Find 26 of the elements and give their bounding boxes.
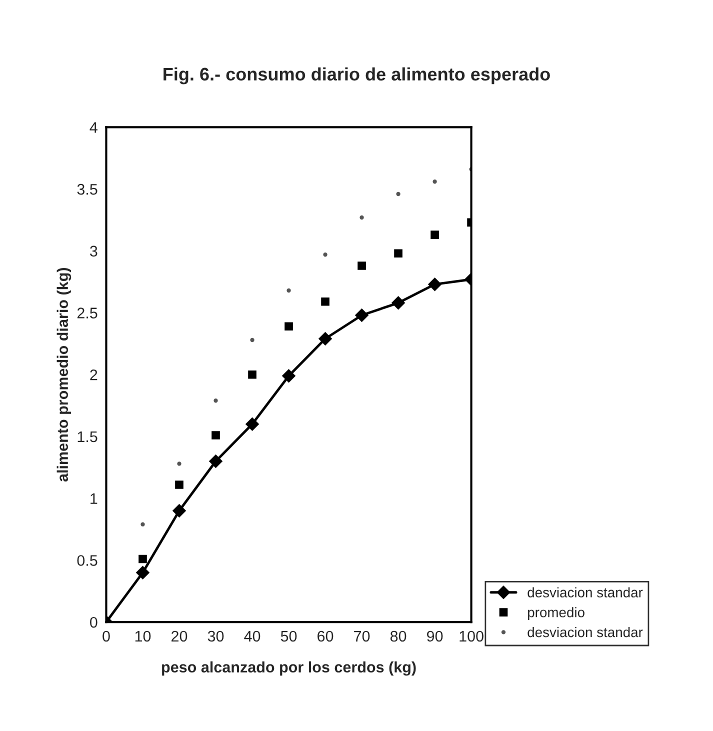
y-tick-label: 3.5 — [77, 184, 98, 195]
y-tick-label: 3 — [90, 246, 98, 257]
legend-label: promedio — [528, 607, 584, 620]
y-tick-label: 2.5 — [77, 308, 98, 318]
x-axis-title: peso alcanzado por los cerdos (kg) — [162, 661, 416, 676]
chart-title: Fig. 6.- consumo diario de alimento esperado — [164, 67, 550, 84]
x-tick-label: 90 — [427, 630, 443, 642]
y-tick-label: 1 — [90, 493, 98, 504]
legend-label: desviacion standar — [528, 587, 643, 598]
x-tick-label: 40 — [244, 630, 260, 642]
y-axis-title: alimento promedio diario (kg) — [56, 268, 72, 482]
x-tick-label: 20 — [172, 630, 188, 642]
y-tick-label: 0 — [90, 616, 98, 628]
x-tick-label: 70 — [354, 630, 370, 642]
x-tick-label: 10 — [135, 630, 151, 642]
y-tick-label: 4 — [90, 122, 98, 133]
y-tick-label: 1.5 — [78, 432, 98, 442]
x-tick-label: 50 — [280, 630, 297, 642]
y-tick-label: 0.5 — [77, 555, 98, 566]
x-tick-label: 100 — [460, 630, 484, 642]
x-tick-label: 30 — [208, 630, 224, 642]
x-tick-label: 60 — [318, 630, 334, 642]
y-tick-label: 2 — [90, 370, 98, 380]
legend-label: desviacion standar — [528, 626, 643, 638]
x-tick-label: 80 — [390, 630, 406, 642]
x-tick-label: 0 — [102, 630, 110, 642]
